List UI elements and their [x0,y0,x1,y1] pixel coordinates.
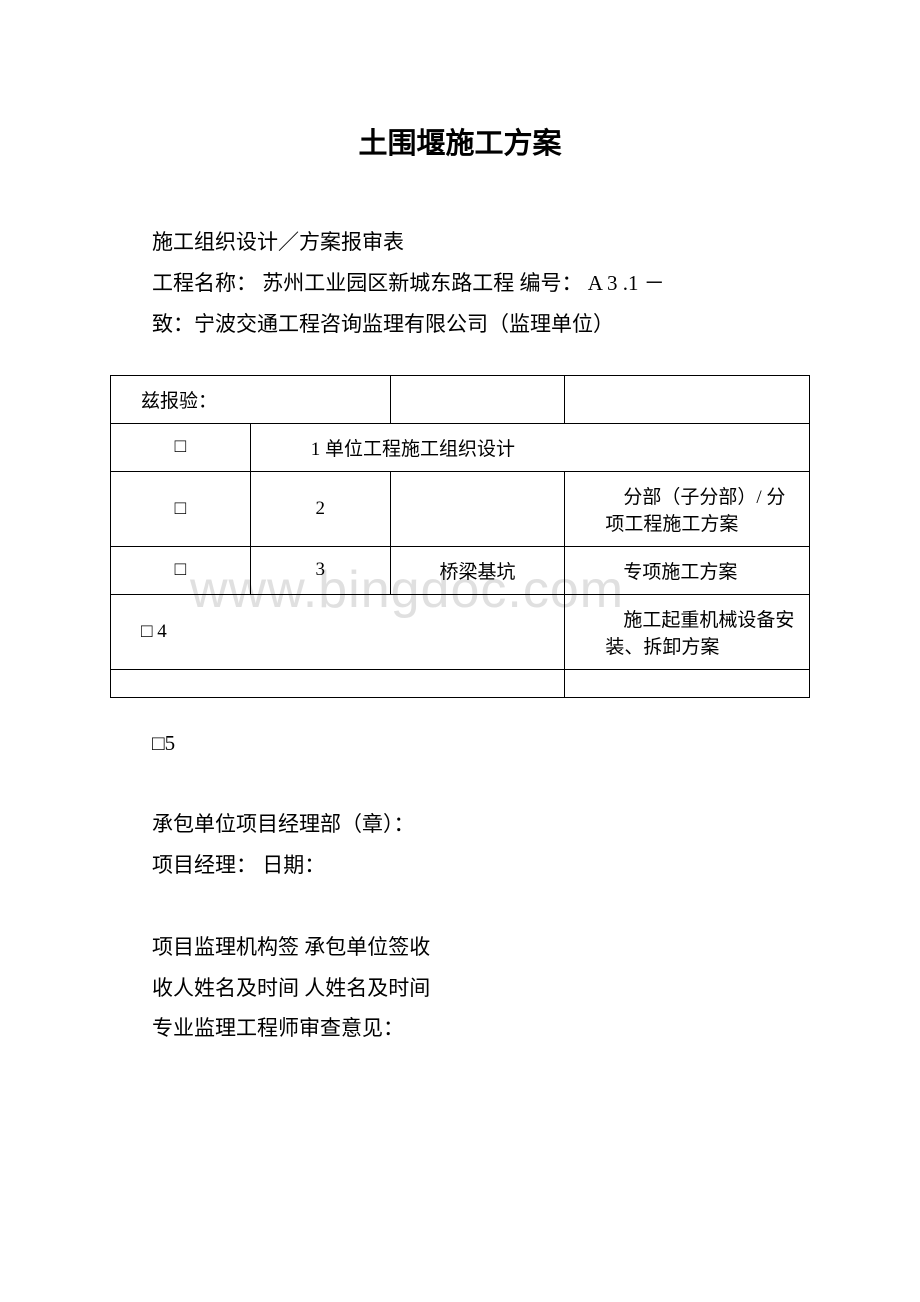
intro-line-2: 工程名称： 苏州工业园区新城东路工程 编号： A 3 .1 － [110,263,810,304]
cell-content: 桥梁基坑 [390,546,565,594]
table-row: □ 2 分部（子分部）/ 分项工程施工方案 [111,471,810,546]
cell-checkbox-4: □ 4 [111,594,565,669]
intro-line-3: 致：宁波交通工程咨询监理有限公司（监理单位） [110,304,810,345]
table-row: □ 4 施工起重机械设备安装、拆卸方案 [111,594,810,669]
cell [565,375,810,423]
document-title: 土围堰施工方案 [110,120,810,162]
table-row: 兹报验： [111,375,810,423]
cell-empty [565,669,810,697]
cell-option-3: 专项施工方案 [565,546,810,594]
table-row: □ 3 桥梁基坑 专项施工方案 [111,546,810,594]
footer-line-3: 项目监理机构签 承包单位签收 [110,927,810,968]
cell-checkbox: □ [111,546,251,594]
cell-header: 兹报验： [111,375,391,423]
footer-line-5: 专业监理工程师审查意见： [110,1008,810,1049]
footer-line-blank [110,886,810,927]
approval-table: 兹报验： □ 1 单位工程施工组织设计 □ 2 分部（子分部）/ 分项工程施工方… [110,375,810,698]
cell-option-1: 1 单位工程施工组织设计 [250,423,809,471]
table-row [111,669,810,697]
footer-line-2: 项目经理： 日期： [110,845,810,886]
cell-number: 3 [250,546,390,594]
cell-number: 2 [250,471,390,546]
cell [390,471,565,546]
cell-option-4: 施工起重机械设备安装、拆卸方案 [565,594,810,669]
table-row: □ 1 单位工程施工组织设计 [111,423,810,471]
cell [390,375,565,423]
cell-checkbox: □ [111,471,251,546]
checkbox-5: □5 [110,723,810,764]
cell-checkbox: □ [111,423,251,471]
intro-line-1: 施工组织设计／方案报审表 [110,222,810,263]
cell-option-2: 分部（子分部）/ 分项工程施工方案 [565,471,810,546]
footer-line-1: 承包单位项目经理部（章）： [110,804,810,845]
document-page: 土围堰施工方案 施工组织设计／方案报审表 工程名称： 苏州工业园区新城东路工程 … [0,0,920,1129]
footer-line-4: 收人姓名及时间 人姓名及时间 [110,968,810,1009]
cell-empty [111,669,565,697]
